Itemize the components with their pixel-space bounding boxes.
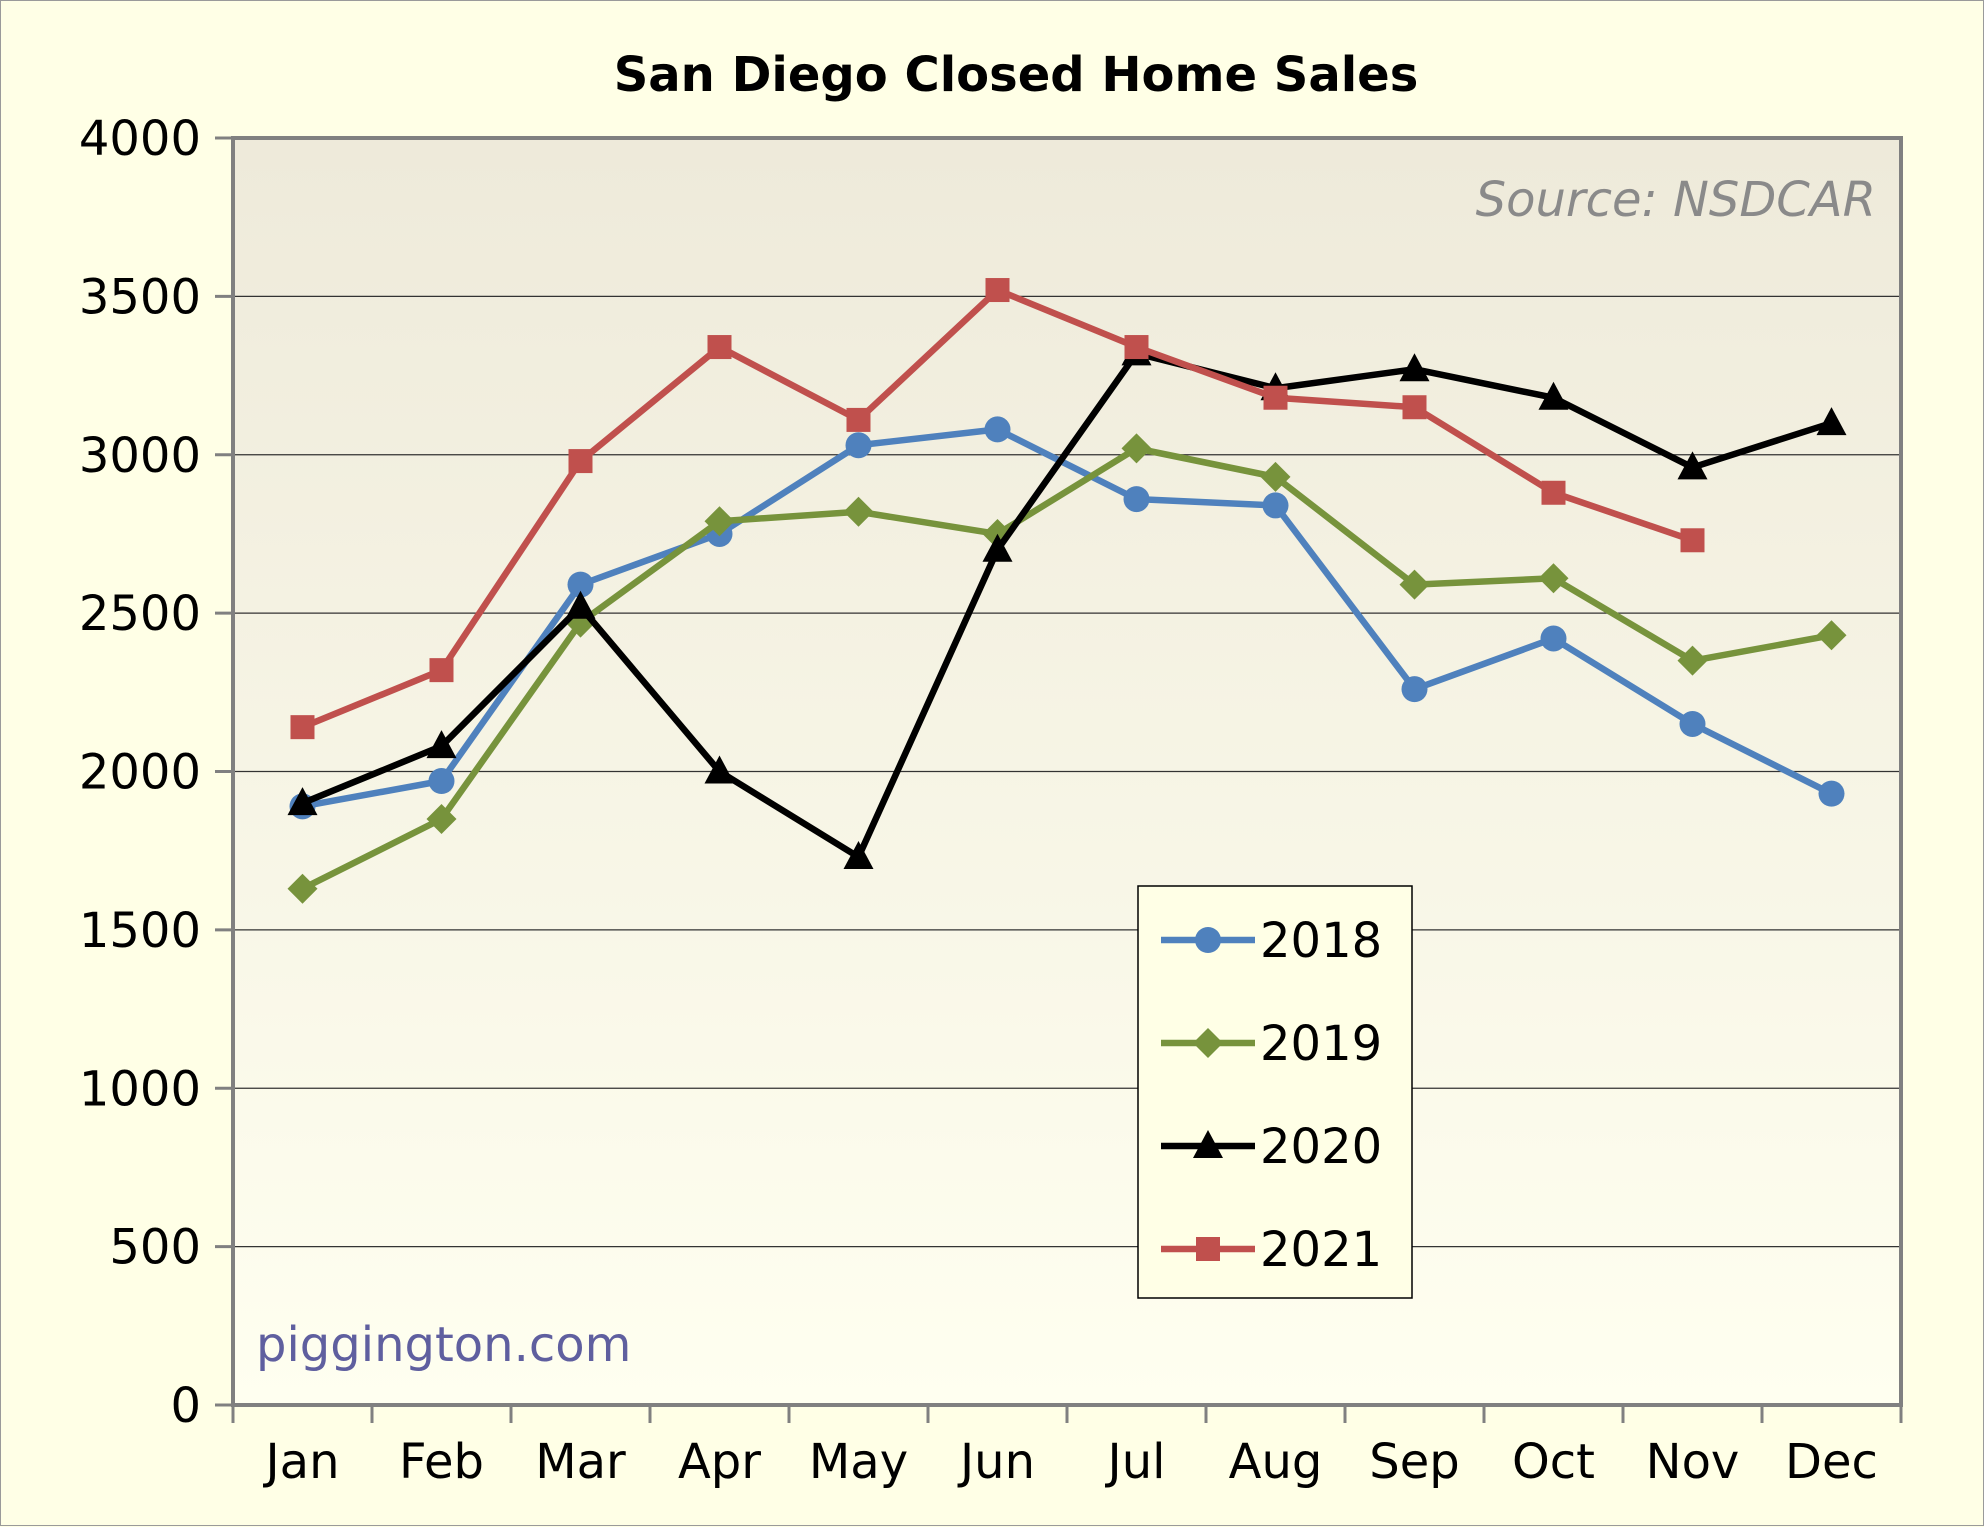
series-line-2018 — [301, 426, 1833, 810]
y-tick-label: 2500 — [79, 586, 201, 642]
y-tick-label: 3000 — [79, 428, 201, 484]
chart-title: San Diego Closed Home Sales — [614, 47, 1419, 103]
data-point-2019-Dec — [1816, 620, 1847, 651]
x-tick-label: Jan — [263, 1434, 340, 1490]
x-tick-label: Jul — [1105, 1434, 1166, 1490]
x-tick-label: Dec — [1785, 1434, 1878, 1490]
data-point-2019-May — [843, 496, 874, 527]
series-line-2020 — [301, 350, 1833, 861]
legend-label-2019: 2019 — [1260, 1016, 1382, 1072]
series-line-2019 — [301, 445, 1833, 892]
data-point-2020-Oct — [1538, 381, 1569, 410]
data-point-2020-Dec — [1816, 407, 1847, 436]
data-point-2019-Jul — [1121, 433, 1152, 464]
x-tick-label: Feb — [399, 1434, 484, 1490]
x-tick-label: May — [809, 1434, 908, 1490]
data-point-2018-Jul — [1123, 486, 1150, 513]
data-point-2020-Nov — [1677, 451, 1708, 480]
data-point-2018-Sep — [1401, 676, 1428, 703]
data-point-2018-May — [845, 432, 872, 459]
data-point-2021-Feb — [429, 658, 454, 683]
data-point-2021-Mar — [568, 449, 593, 474]
y-tick-label: 500 — [109, 1220, 201, 1276]
data-point-2019-Aug — [1260, 461, 1291, 492]
data-point-2019-Sep — [1399, 569, 1430, 600]
x-tick-label: Nov — [1646, 1434, 1740, 1490]
data-point-2021-Oct — [1541, 480, 1566, 505]
legend-label-2018: 2018 — [1260, 913, 1382, 969]
y-tick-label: 1500 — [79, 903, 201, 959]
x-tick-label: Oct — [1512, 1434, 1595, 1490]
data-point-2020-Jun — [982, 533, 1013, 562]
x-tick-label: Apr — [678, 1434, 761, 1490]
legend: 2018 2019 2020 2021 — [1137, 885, 1413, 1299]
data-point-2021-Apr — [707, 335, 732, 360]
legend-label-2021: 2021 — [1260, 1222, 1382, 1278]
data-point-2018-Oct — [1540, 625, 1567, 652]
data-point-2018-Feb — [428, 768, 455, 795]
x-tick-label: Aug — [1229, 1434, 1323, 1490]
x-tick-label: Sep — [1369, 1434, 1459, 1490]
legend-marker-2020 — [1193, 1130, 1223, 1158]
y-tick-label: 4000 — [79, 111, 201, 167]
data-point-2018-Dec — [1818, 780, 1845, 807]
data-point-2021-Nov — [1680, 528, 1705, 553]
legend-marker-2019 — [1193, 1028, 1223, 1058]
data-point-2018-Aug — [1262, 492, 1289, 519]
x-tick-label: Mar — [535, 1434, 626, 1490]
legend-marker-2018 — [1195, 927, 1221, 953]
data-point-2019-Jan — [287, 873, 318, 904]
source-annotation: Source: NSDCAR — [1476, 172, 1876, 228]
data-point-2020-Mar — [565, 590, 596, 619]
data-point-2021-Jul — [1124, 335, 1149, 360]
y-tick-label: 0 — [170, 1378, 201, 1434]
x-tick-label: Jun — [957, 1434, 1035, 1490]
data-point-2020-Sep — [1399, 353, 1430, 382]
series-2020 — [287, 337, 1847, 870]
data-point-2019-Oct — [1538, 563, 1569, 594]
data-point-2019-Feb — [426, 804, 457, 835]
data-point-2021-May — [846, 407, 871, 432]
data-point-2018-Mar — [567, 571, 594, 598]
data-point-2019-Apr — [704, 506, 735, 537]
y-tick-label: 1000 — [79, 1061, 201, 1117]
data-point-2019-Nov — [1677, 645, 1708, 676]
series-2021 — [290, 278, 1705, 740]
data-point-2020-Apr — [704, 755, 735, 784]
watermark-annotation: piggington.com — [256, 1317, 631, 1373]
data-point-2020-Jan — [287, 787, 318, 816]
data-point-2021-Aug — [1263, 385, 1288, 410]
legend-label-2020: 2020 — [1260, 1119, 1382, 1175]
data-point-2020-Feb — [426, 730, 457, 759]
data-point-2021-Sep — [1402, 395, 1427, 420]
data-point-2021-Jun — [985, 278, 1010, 303]
data-point-2018-Jun — [984, 416, 1011, 443]
y-tick-label: 2000 — [79, 745, 201, 801]
data-point-2021-Jan — [290, 715, 315, 740]
legend-marker-2021 — [1196, 1237, 1220, 1261]
data-point-2020-May — [843, 841, 874, 870]
y-tick-label: 3500 — [79, 269, 201, 325]
legend-box — [1137, 885, 1413, 1299]
data-point-2018-Nov — [1679, 710, 1706, 737]
